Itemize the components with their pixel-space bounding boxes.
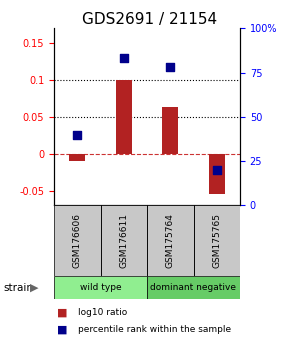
Point <box>168 64 173 70</box>
Text: GDS2691 / 21154: GDS2691 / 21154 <box>82 12 218 27</box>
Point <box>75 132 80 137</box>
Text: GSM176606: GSM176606 <box>73 213 82 268</box>
Bar <box>69 154 85 161</box>
Text: strain: strain <box>3 282 33 293</box>
Text: GSM175765: GSM175765 <box>212 213 221 268</box>
Bar <box>116 80 132 154</box>
Text: ▶: ▶ <box>30 282 39 293</box>
Bar <box>208 154 225 194</box>
Bar <box>147 276 240 299</box>
Text: log10 ratio: log10 ratio <box>78 308 127 317</box>
Text: ■: ■ <box>57 308 68 318</box>
Bar <box>147 205 194 276</box>
Text: ■: ■ <box>57 324 68 334</box>
Bar <box>100 205 147 276</box>
Text: dominant negative: dominant negative <box>151 283 236 292</box>
Bar <box>54 276 147 299</box>
Text: GSM176611: GSM176611 <box>119 213 128 268</box>
Text: percentile rank within the sample: percentile rank within the sample <box>78 325 231 334</box>
Bar <box>194 205 240 276</box>
Point <box>122 56 126 61</box>
Text: GSM175764: GSM175764 <box>166 213 175 268</box>
Bar <box>162 107 178 154</box>
Point <box>214 167 219 173</box>
Bar <box>54 205 100 276</box>
Text: wild type: wild type <box>80 283 121 292</box>
